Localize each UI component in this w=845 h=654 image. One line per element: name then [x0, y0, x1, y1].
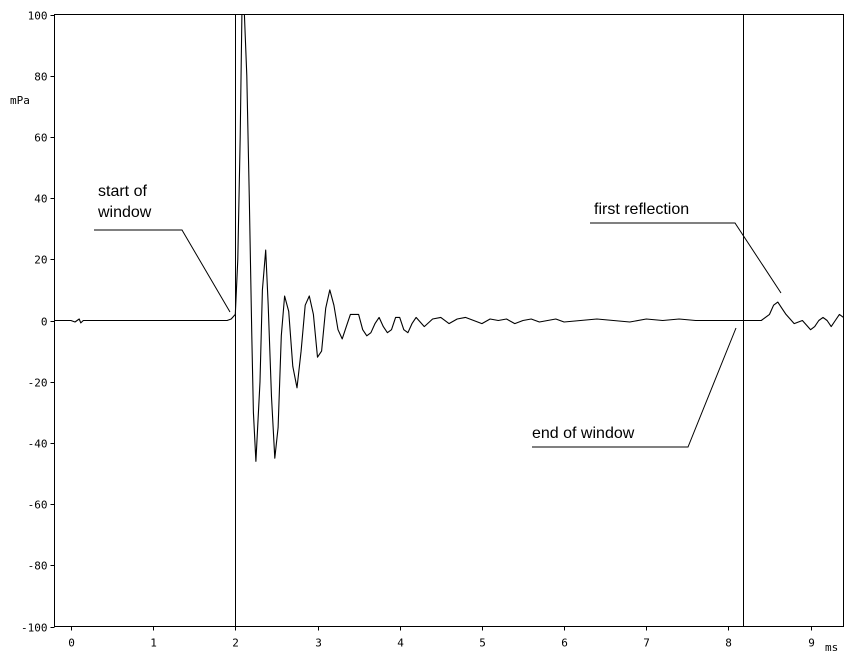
y-tick-label: -60: [28, 499, 48, 512]
x-tick-label: 5: [479, 637, 486, 650]
annotation-text: first reflection: [594, 201, 689, 218]
x-tick-label: 7: [643, 637, 650, 650]
y-unit-label: mPa: [10, 94, 30, 107]
x-tick-label: 2: [232, 637, 239, 650]
annotation-end-of-window: end of window: [532, 327, 737, 448]
x-tick-label: 0: [68, 637, 75, 650]
y-tick-label: 80: [34, 71, 47, 84]
x-tick-label: 1: [150, 637, 157, 650]
y-tick-label: 40: [34, 193, 47, 206]
y-tick-label: 20: [34, 254, 47, 267]
annotation-text: window: [97, 204, 152, 221]
y-tick-label: -80: [28, 560, 48, 573]
plot-frame: [54, 14, 844, 627]
x-tick-label: 6: [561, 637, 568, 650]
y-axis: 100 80 60 40 20 0 -20 -40 -60 -80 -100: [21, 10, 55, 635]
annotation-start-of-window: start of window: [94, 183, 231, 313]
y-tick-label: -100: [21, 622, 48, 635]
x-tick-label: 9: [808, 637, 815, 650]
annotation-first-reflection: first reflection: [590, 201, 782, 294]
annotation-leader: [532, 327, 737, 448]
y-tick-label: 0: [41, 316, 48, 329]
x-unit-label: ms: [825, 641, 838, 654]
y-tick-label: 100: [28, 10, 48, 23]
annotation-text: start of: [98, 183, 147, 200]
y-tick-label: -20: [28, 377, 48, 390]
x-tick-label: 8: [725, 637, 732, 650]
y-tick-label: 60: [34, 132, 47, 145]
x-tick-label: 4: [397, 637, 404, 650]
x-axis: 0 1 2 3 4 5 6 7 8 9: [68, 626, 815, 650]
series-line: [54, 13, 844, 462]
annotation-leader: [590, 222, 782, 294]
x-tick-label: 3: [315, 637, 322, 650]
annotation-text: end of window: [532, 425, 635, 442]
y-tick-label: -40: [28, 438, 48, 451]
annotation-leader: [94, 229, 231, 313]
